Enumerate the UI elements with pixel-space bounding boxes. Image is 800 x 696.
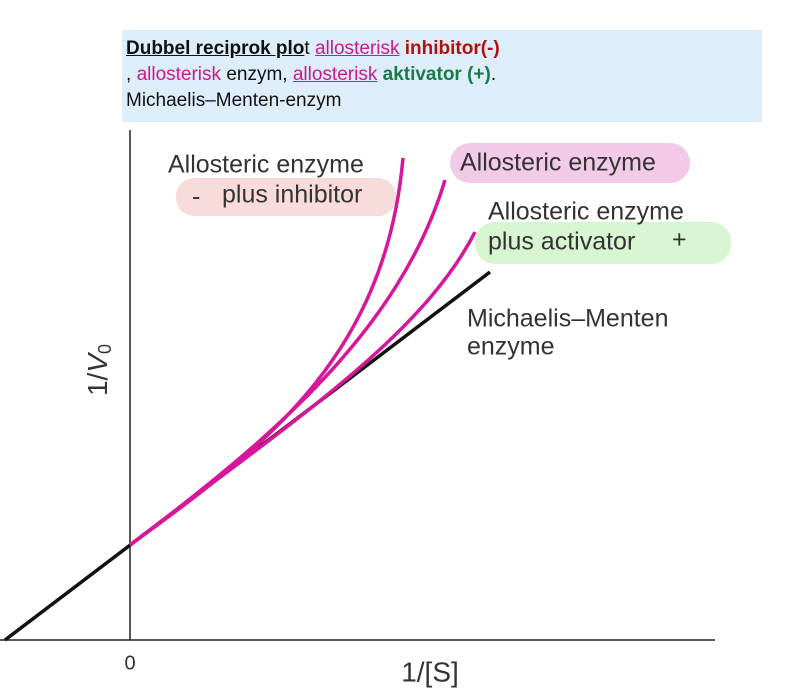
- inhibitor-sign: -: [192, 183, 200, 211]
- activator-bubble: [475, 222, 731, 264]
- header-text: enzym,: [221, 64, 293, 85]
- activator-title: Allosteric enzyme: [488, 198, 684, 226]
- header-text: aktivator (+): [382, 64, 491, 85]
- y-variable: V: [82, 352, 113, 373]
- header-text: ,: [126, 64, 137, 85]
- michaelis-line1: Michaelis–Menten: [467, 305, 669, 333]
- header-text: inhibitor(-): [404, 38, 500, 59]
- activator-text: plus activator: [488, 228, 635, 256]
- header: Dubbel reciprok plot allosterisk inhibit…: [122, 30, 762, 122]
- header-line: Michaelis–Menten-enzym: [126, 88, 758, 114]
- activator-curve: [128, 231, 477, 547]
- allosteric-bubble: [450, 143, 690, 183]
- header-text: allosterisk: [136, 64, 222, 85]
- allosteric-title: Allosteric enzyme: [460, 149, 656, 177]
- y-axis-label: 1/V0: [82, 344, 114, 396]
- x-axis-label: 1/[S]: [401, 656, 459, 687]
- activator-sign: +: [672, 226, 687, 254]
- inhibitor-text: plus inhibitor: [222, 181, 362, 209]
- y-subscript: 0: [95, 344, 115, 354]
- header-link[interactable]: allosterisk: [292, 64, 378, 85]
- x-origin: 0: [124, 652, 135, 674]
- inhibitor-title: Allosteric enzyme: [168, 151, 364, 179]
- header-text: t: [304, 38, 315, 59]
- inhibitor-bubble: [176, 178, 396, 216]
- michaelis-line2: enzyme: [467, 333, 555, 361]
- header-text: Michaelis–Menten-enzym: [126, 90, 342, 111]
- header-line: Dubbel reciprok plot allosterisk inhibit…: [126, 36, 758, 62]
- inhibitor-curve: [128, 157, 405, 547]
- header-line: , allosterisk enzym, allosterisk aktivat…: [126, 62, 758, 88]
- header-text: Dubbel reciprok plo: [126, 38, 305, 59]
- header-text: .: [490, 64, 497, 85]
- y-prefix: 1/: [82, 372, 113, 396]
- allosteric-curve: [128, 179, 447, 547]
- header-link[interactable]: allosterisk: [314, 38, 400, 59]
